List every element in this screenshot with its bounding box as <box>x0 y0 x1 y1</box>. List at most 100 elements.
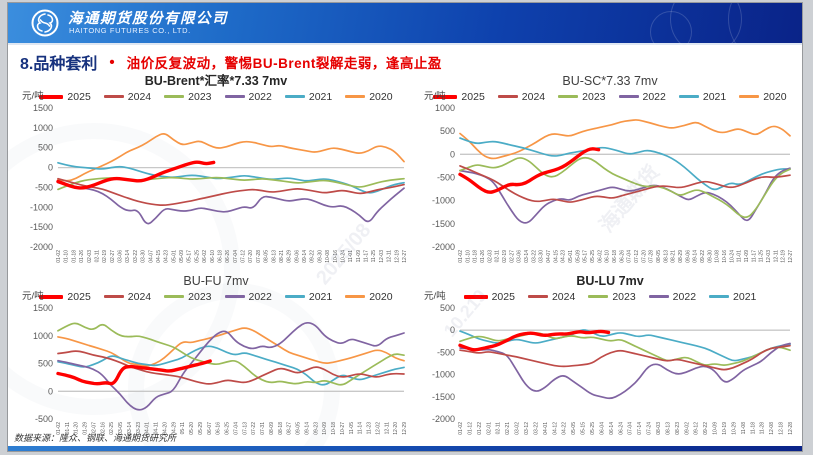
header-banner: 海通期货股份有限公司 HAITONG FUTURES CO., LTD. <box>8 3 802 65</box>
x-tick-label: 09-22 <box>700 250 706 263</box>
legend-item-2024: 2024 <box>497 91 545 103</box>
series-line-2023 <box>459 156 791 219</box>
legend-swatch <box>345 95 366 98</box>
x-tick-label: 06-26 <box>619 250 625 263</box>
y-tick-label: -1500 <box>30 222 53 232</box>
chart-bu-fu: BU-FU 7mv 2025 2024 2023 2022 2021 2020 元/吨 1500… <box>20 273 412 445</box>
x-tick-label: 02-11 <box>496 422 502 435</box>
x-tick-label: 03-05 <box>118 422 124 435</box>
x-tick-label: 10-24 <box>729 250 735 263</box>
legend-swatch <box>224 295 245 298</box>
x-tick-label: 12-19 <box>394 250 400 263</box>
legend-item-2020: 2020 <box>345 291 393 303</box>
legend-label: 2025 <box>461 90 485 103</box>
x-tick-label: 03-22 <box>533 422 539 435</box>
x-tick-label: 09-12 <box>694 422 700 435</box>
data-source-note: 数据来源：隆众、钢联、海通期货研究所 <box>14 433 177 443</box>
legend-swatch <box>463 294 488 299</box>
x-tick-label: 02-03 <box>487 250 493 263</box>
series-line-2020 <box>57 133 405 182</box>
series-line-2025 <box>56 359 212 386</box>
x-tick-label: 06-16 <box>216 422 222 435</box>
chart-bu-brent: BU-Brent*汇率*7.33 7mv 2025 2024 2023 2022 2021… <box>20 73 412 273</box>
x-tick-label: 02-19 <box>102 250 108 263</box>
series-line-2025 <box>56 160 216 190</box>
x-tick-label: 01-02 <box>56 250 62 263</box>
legend-swatch <box>433 94 458 99</box>
x-tick-label: 07-14 <box>637 422 643 435</box>
x-tick-label: 12-02 <box>375 422 381 435</box>
x-tick-label: 12-28 <box>788 422 794 435</box>
legend-label: 2020 <box>369 90 393 103</box>
legend-item-2021: 2021 <box>284 90 333 103</box>
legend-label: 2022 <box>672 290 697 303</box>
x-tick-label: 11-09 <box>356 250 362 263</box>
legend-swatch <box>284 95 305 98</box>
y-tick-label: 1500 <box>33 304 53 313</box>
x-tick-label: 07-20 <box>248 250 254 263</box>
legend-item-2021: 2021 <box>709 291 756 303</box>
x-tick-label: 03-02 <box>515 422 521 435</box>
legend-swatch <box>164 95 185 98</box>
x-tick-label: 02-01 <box>486 422 492 435</box>
series-line-2024 <box>459 344 791 371</box>
legend-item-2022: 2022 <box>224 290 272 303</box>
x-tick-label: 01-02 <box>458 250 464 263</box>
y-tick-label: -1500 <box>432 392 455 402</box>
x-tick-label: 04-11 <box>154 422 160 435</box>
x-tick-label: 08-13 <box>271 250 277 263</box>
y-tick-label: -1000 <box>30 202 53 212</box>
chart-legend: 2025 2024 2023 2022 2021 <box>422 289 798 304</box>
x-tick-label: 05-05 <box>571 422 577 435</box>
x-tick-label: 01-18 <box>71 250 77 263</box>
x-tick-label: 01-26 <box>79 250 85 263</box>
x-tick-label: 08-13 <box>665 422 671 435</box>
x-tick-label: 02-21 <box>505 422 511 435</box>
legend-item-2021: 2021 <box>284 291 332 303</box>
legend-swatch <box>678 95 699 98</box>
x-tick-label: 01-29 <box>83 422 89 435</box>
x-tick-label: 10-16 <box>333 250 339 263</box>
x-tick-label: 05-20 <box>189 422 195 435</box>
series-line-2022 <box>57 321 405 411</box>
x-tick-label: 05-09 <box>179 250 185 263</box>
x-tick-label: 10-08 <box>325 250 331 263</box>
legend-swatch <box>103 95 124 98</box>
headline-text: 油价反复波动，警惕BU-Brent裂解走弱，逢高止盈 <box>126 56 442 71</box>
legend-label: 2021 <box>308 90 333 103</box>
legend-label: 2025 <box>67 290 91 303</box>
x-tick-label: 11-05 <box>349 422 355 435</box>
x-tick-label: 06-02 <box>597 250 603 263</box>
x-tick-label: 06-10 <box>210 250 216 263</box>
header-ornament <box>670 3 742 55</box>
axis-unit-label: 元/吨 <box>22 291 44 302</box>
axis-unit-label: 元/吨 <box>424 91 446 102</box>
x-tick-label: 01-10 <box>465 250 471 263</box>
x-tick-label: 08-27 <box>287 422 293 435</box>
x-tick-label: 07-31 <box>260 422 266 435</box>
x-tick-label: 04-23 <box>164 250 170 263</box>
legend-label: 2020 <box>763 90 787 103</box>
page-title: 8.品种套利 • 油价反复波动，警惕BU-Brent裂解走弱，逢高止盈 <box>20 50 442 74</box>
x-tick-label: 04-15 <box>553 250 559 263</box>
x-tick-label: 04-07 <box>148 250 154 263</box>
x-tick-label: 10-19 <box>722 422 728 435</box>
legend-swatch <box>164 295 185 298</box>
series-line-2022 <box>459 167 791 224</box>
legend-item-2020: 2020 <box>739 90 787 103</box>
x-tick-label: 01-11 <box>65 422 71 435</box>
x-tick-label: 06-07 <box>207 422 213 435</box>
x-tick-label: 10-29 <box>731 422 737 435</box>
x-tick-label: 12-29 <box>402 422 408 435</box>
x-tick-label: 05-15 <box>581 422 587 435</box>
chart-bu-sc: BU-SC*7.33 7mv 2025 2024 2023 2022 2021 2020 元/… <box>422 73 798 273</box>
legend-label: 2022 <box>248 290 272 303</box>
y-tick-label: 500 <box>38 143 53 153</box>
axis-unit-label: 元/吨 <box>22 91 44 102</box>
x-tick-label: 04-12 <box>552 422 558 435</box>
x-tick-label: 01-12 <box>467 422 473 435</box>
x-tick-label: 04-07 <box>546 250 552 263</box>
x-tick-label: 08-05 <box>656 250 662 263</box>
